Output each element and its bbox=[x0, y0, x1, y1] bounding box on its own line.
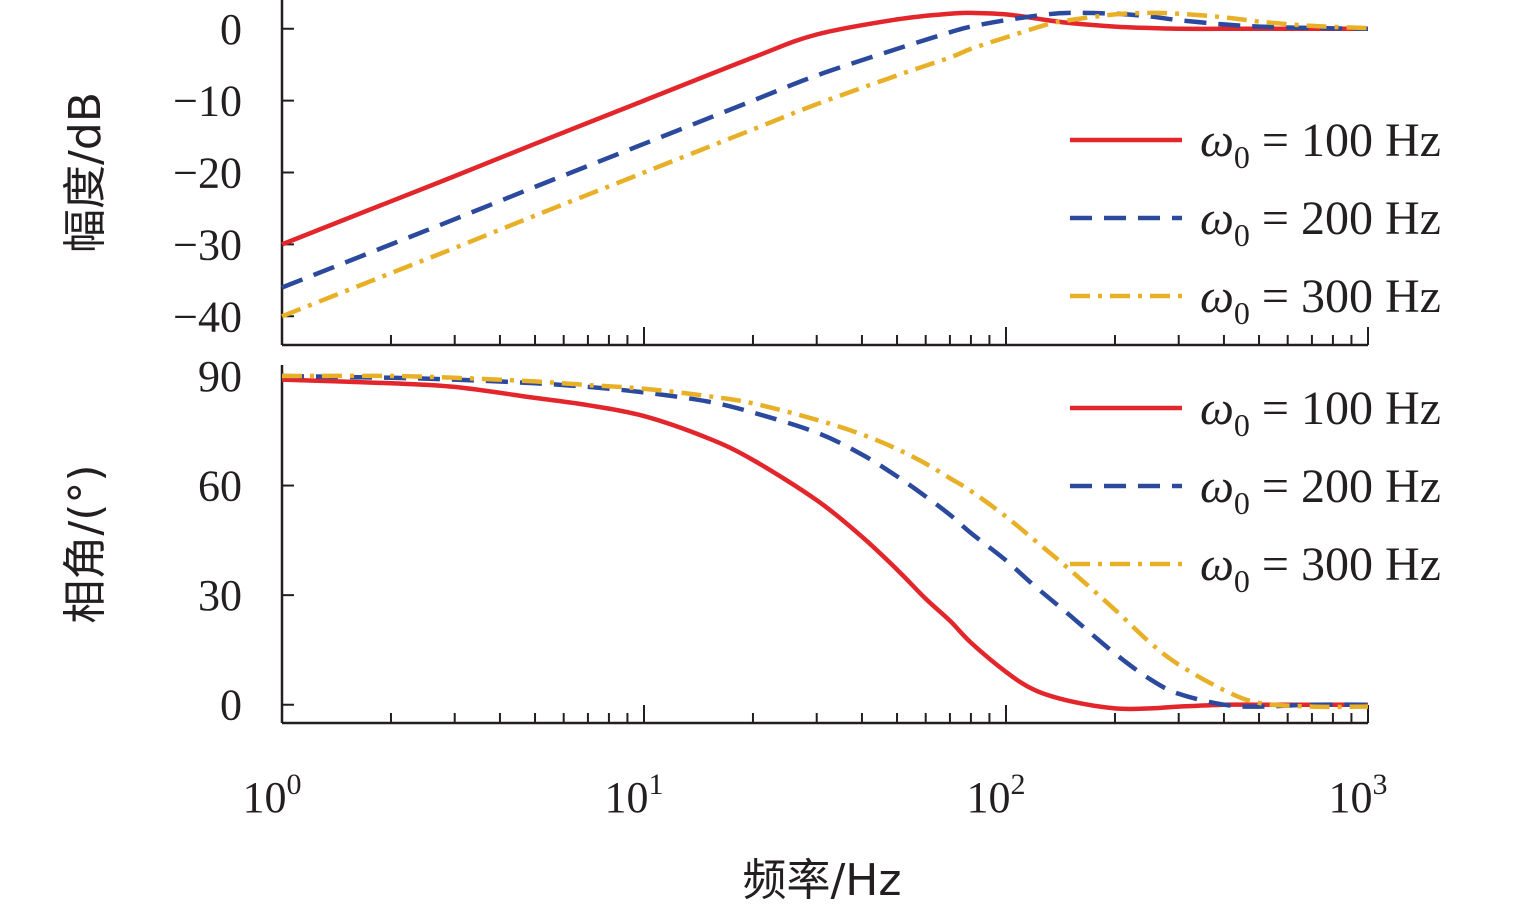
x-tick-label: 102 bbox=[967, 768, 1026, 822]
y-tick-label: −10 bbox=[173, 77, 242, 126]
y-axis-label: 相角/(°) bbox=[60, 464, 111, 623]
series-line-3 bbox=[281, 373, 1369, 710]
x-tick-label: 100 bbox=[243, 768, 302, 822]
y-tick-label: −30 bbox=[173, 220, 242, 269]
legend-label: ω0 = 200 Hz bbox=[1200, 460, 1441, 521]
legend-label: ω0 = 300 Hz bbox=[1200, 538, 1441, 599]
y-tick-label: 60 bbox=[198, 462, 242, 511]
y-tick-label: 0 bbox=[220, 5, 242, 54]
legend-label: ω0 = 300 Hz bbox=[1200, 270, 1441, 331]
legend-label: ω0 = 100 Hz bbox=[1200, 382, 1441, 443]
x-tick-label: 101 bbox=[605, 768, 664, 822]
y-tick-label: −40 bbox=[173, 292, 242, 341]
series-line-2 bbox=[281, 10, 1369, 290]
y-tick-label: 30 bbox=[198, 571, 242, 620]
x-tick-label: 103 bbox=[1329, 768, 1388, 822]
y-tick-label: 90 bbox=[198, 352, 242, 401]
x-axis-label: 频率/Hz bbox=[742, 855, 901, 906]
y-axis-label: 幅度/dB bbox=[60, 92, 111, 253]
series-line-1 bbox=[281, 10, 1368, 247]
legend-label: ω0 = 200 Hz bbox=[1200, 192, 1441, 253]
series-line-3 bbox=[281, 10, 1369, 319]
magnitude-panel: 0 −10 −20 −30 −40 ω0 = 100 Hz ω0 = 200 Hz ω0 = … bbox=[60, 0, 1441, 347]
y-tick-label: 0 bbox=[220, 681, 242, 730]
series-line-1 bbox=[281, 377, 1368, 712]
legend-label: ω0 = 100 Hz bbox=[1200, 114, 1441, 175]
y-tick-label: −20 bbox=[173, 149, 242, 198]
